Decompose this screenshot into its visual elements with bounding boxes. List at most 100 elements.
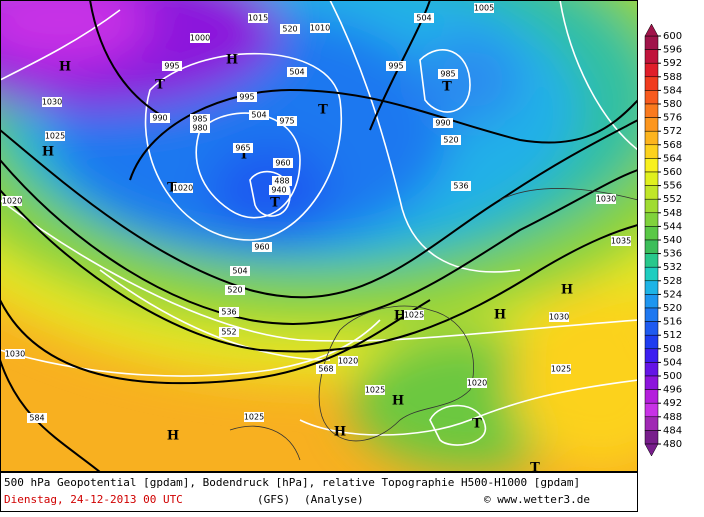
colorbar-tick-label: 532: [663, 262, 682, 273]
colorbar-swatch: [644, 239, 659, 254]
colorbar-tick-label: 596: [663, 45, 682, 56]
colorbar-tick-label: 564: [663, 153, 682, 164]
pressure-system: H: [494, 308, 506, 323]
contour-label: 985: [192, 115, 207, 124]
contour-label: 488: [274, 177, 289, 186]
colorbar-tick-label: 592: [663, 58, 682, 69]
pressure-system: H: [561, 283, 573, 298]
contour-label-bg: [404, 310, 424, 320]
contour-label: 960: [254, 243, 269, 252]
contour-label-bg: [414, 13, 434, 23]
colorbar-swatch: [644, 49, 659, 64]
pressure-system: T: [472, 417, 482, 432]
colorbar-swatch: [644, 307, 659, 322]
contour-label-bg: [269, 185, 289, 195]
colorbar-swatch: [644, 226, 659, 241]
contour-label-group: 1025: [365, 385, 385, 395]
coastlines: [229, 188, 638, 461]
contour-label-bg: [596, 194, 616, 204]
colorbar-tick-label: 560: [663, 167, 682, 178]
contour-label-group: 488: [272, 176, 292, 186]
contour-label: 504: [289, 68, 304, 77]
colorbar-swatch: [644, 144, 659, 159]
contour-label-group: 1025: [404, 310, 424, 320]
contour-label-bg: [551, 364, 571, 374]
contour-label: 1020: [173, 184, 193, 193]
contour-label: 965: [235, 144, 250, 153]
contour-label-group: 504: [287, 67, 307, 77]
contour-label: 975: [279, 117, 294, 126]
contour-label-bg: [441, 135, 461, 145]
contour-label-group: 985: [190, 114, 210, 124]
contour-label-bg: [438, 69, 458, 79]
contour-label: 584: [29, 414, 44, 423]
contour-label-bg: [162, 61, 182, 71]
contour-label-group: 536: [219, 307, 239, 317]
colorbar-tick-label: 548: [663, 208, 682, 219]
contour-label-group: 504: [249, 110, 269, 120]
colorbar-swatch: [644, 334, 659, 350]
contour-label-group: 504: [414, 13, 434, 23]
contour-label: 1025: [45, 132, 65, 141]
contour-label-group: 990: [433, 118, 453, 128]
contour-label: 1010: [310, 24, 330, 33]
contour-label-bg: [252, 242, 272, 252]
colorbar-swatch: [644, 375, 659, 390]
contour-label-group: 995: [386, 61, 406, 71]
contour-label: 536: [453, 182, 468, 191]
colorbar-bottom-arrow: [644, 443, 659, 457]
colorbar-tick-label: 588: [663, 72, 682, 83]
footer-model: (GFS): [257, 493, 290, 506]
contour-label: 1030: [42, 98, 62, 107]
contour-label-bg: [5, 349, 25, 359]
contour-label-group: 1035: [611, 236, 631, 246]
contour-label-group: 584: [27, 413, 47, 423]
pressure-system: T: [155, 78, 165, 93]
contour-label-group: 985: [438, 69, 458, 79]
colorbar-swatch: [644, 90, 659, 105]
contour-label: 1030: [549, 313, 569, 322]
contour-label-bg: [27, 413, 47, 423]
contour-label-group: 960: [252, 242, 272, 252]
contour-label-bg: [219, 307, 239, 317]
contour-label: 568: [318, 365, 333, 374]
pressure-system: H: [167, 429, 179, 444]
colorbar-swatch: [644, 117, 659, 132]
contour-label-group: 1030: [5, 349, 25, 359]
contour-label: 1020: [2, 197, 22, 206]
contour-label-group: 990: [150, 113, 170, 123]
colorbar-tick-label: 480: [663, 439, 682, 450]
colorbar-tick-label: 552: [663, 194, 682, 205]
contour-label-group: 965: [233, 143, 253, 153]
colorbar-swatch: [644, 321, 659, 336]
contour-label-bg: [237, 92, 257, 102]
contour-label-bg: [190, 114, 210, 124]
colorbar-swatch: [644, 130, 659, 146]
pressure-system: H: [334, 425, 346, 440]
colorbar-tick-label: 484: [663, 425, 682, 436]
colorbar-tick-label: 496: [663, 385, 682, 396]
colorbar-tick-label: 516: [663, 317, 682, 328]
colorbar-swatch: [644, 253, 659, 268]
colorbar-tick-label: 488: [663, 412, 682, 423]
contour-label: 552: [221, 328, 236, 337]
contour-label: 1020: [467, 379, 487, 388]
contour-label-group: 1020: [173, 183, 193, 193]
colorbar-tick-label: 504: [663, 357, 682, 368]
contour-label: 1035: [611, 237, 631, 246]
contour-label-group: 552: [219, 327, 239, 337]
contour-label-group: 1030: [596, 194, 616, 204]
colorbar-swatch: [644, 402, 659, 418]
contour-label-group: 1020: [2, 196, 22, 206]
colorbar-tick-label: 540: [663, 235, 682, 246]
contour-label-group: 568: [316, 364, 336, 374]
pressure-system: H: [394, 309, 406, 324]
contour-label-bg: [474, 3, 494, 13]
contour-label-bg: [173, 183, 193, 193]
contour-label-bg: [277, 116, 297, 126]
contour-label: 1015: [248, 14, 268, 23]
pressure-system: T: [530, 461, 540, 476]
contour-label: 1030: [596, 195, 616, 204]
contour-label: 995: [239, 93, 254, 102]
